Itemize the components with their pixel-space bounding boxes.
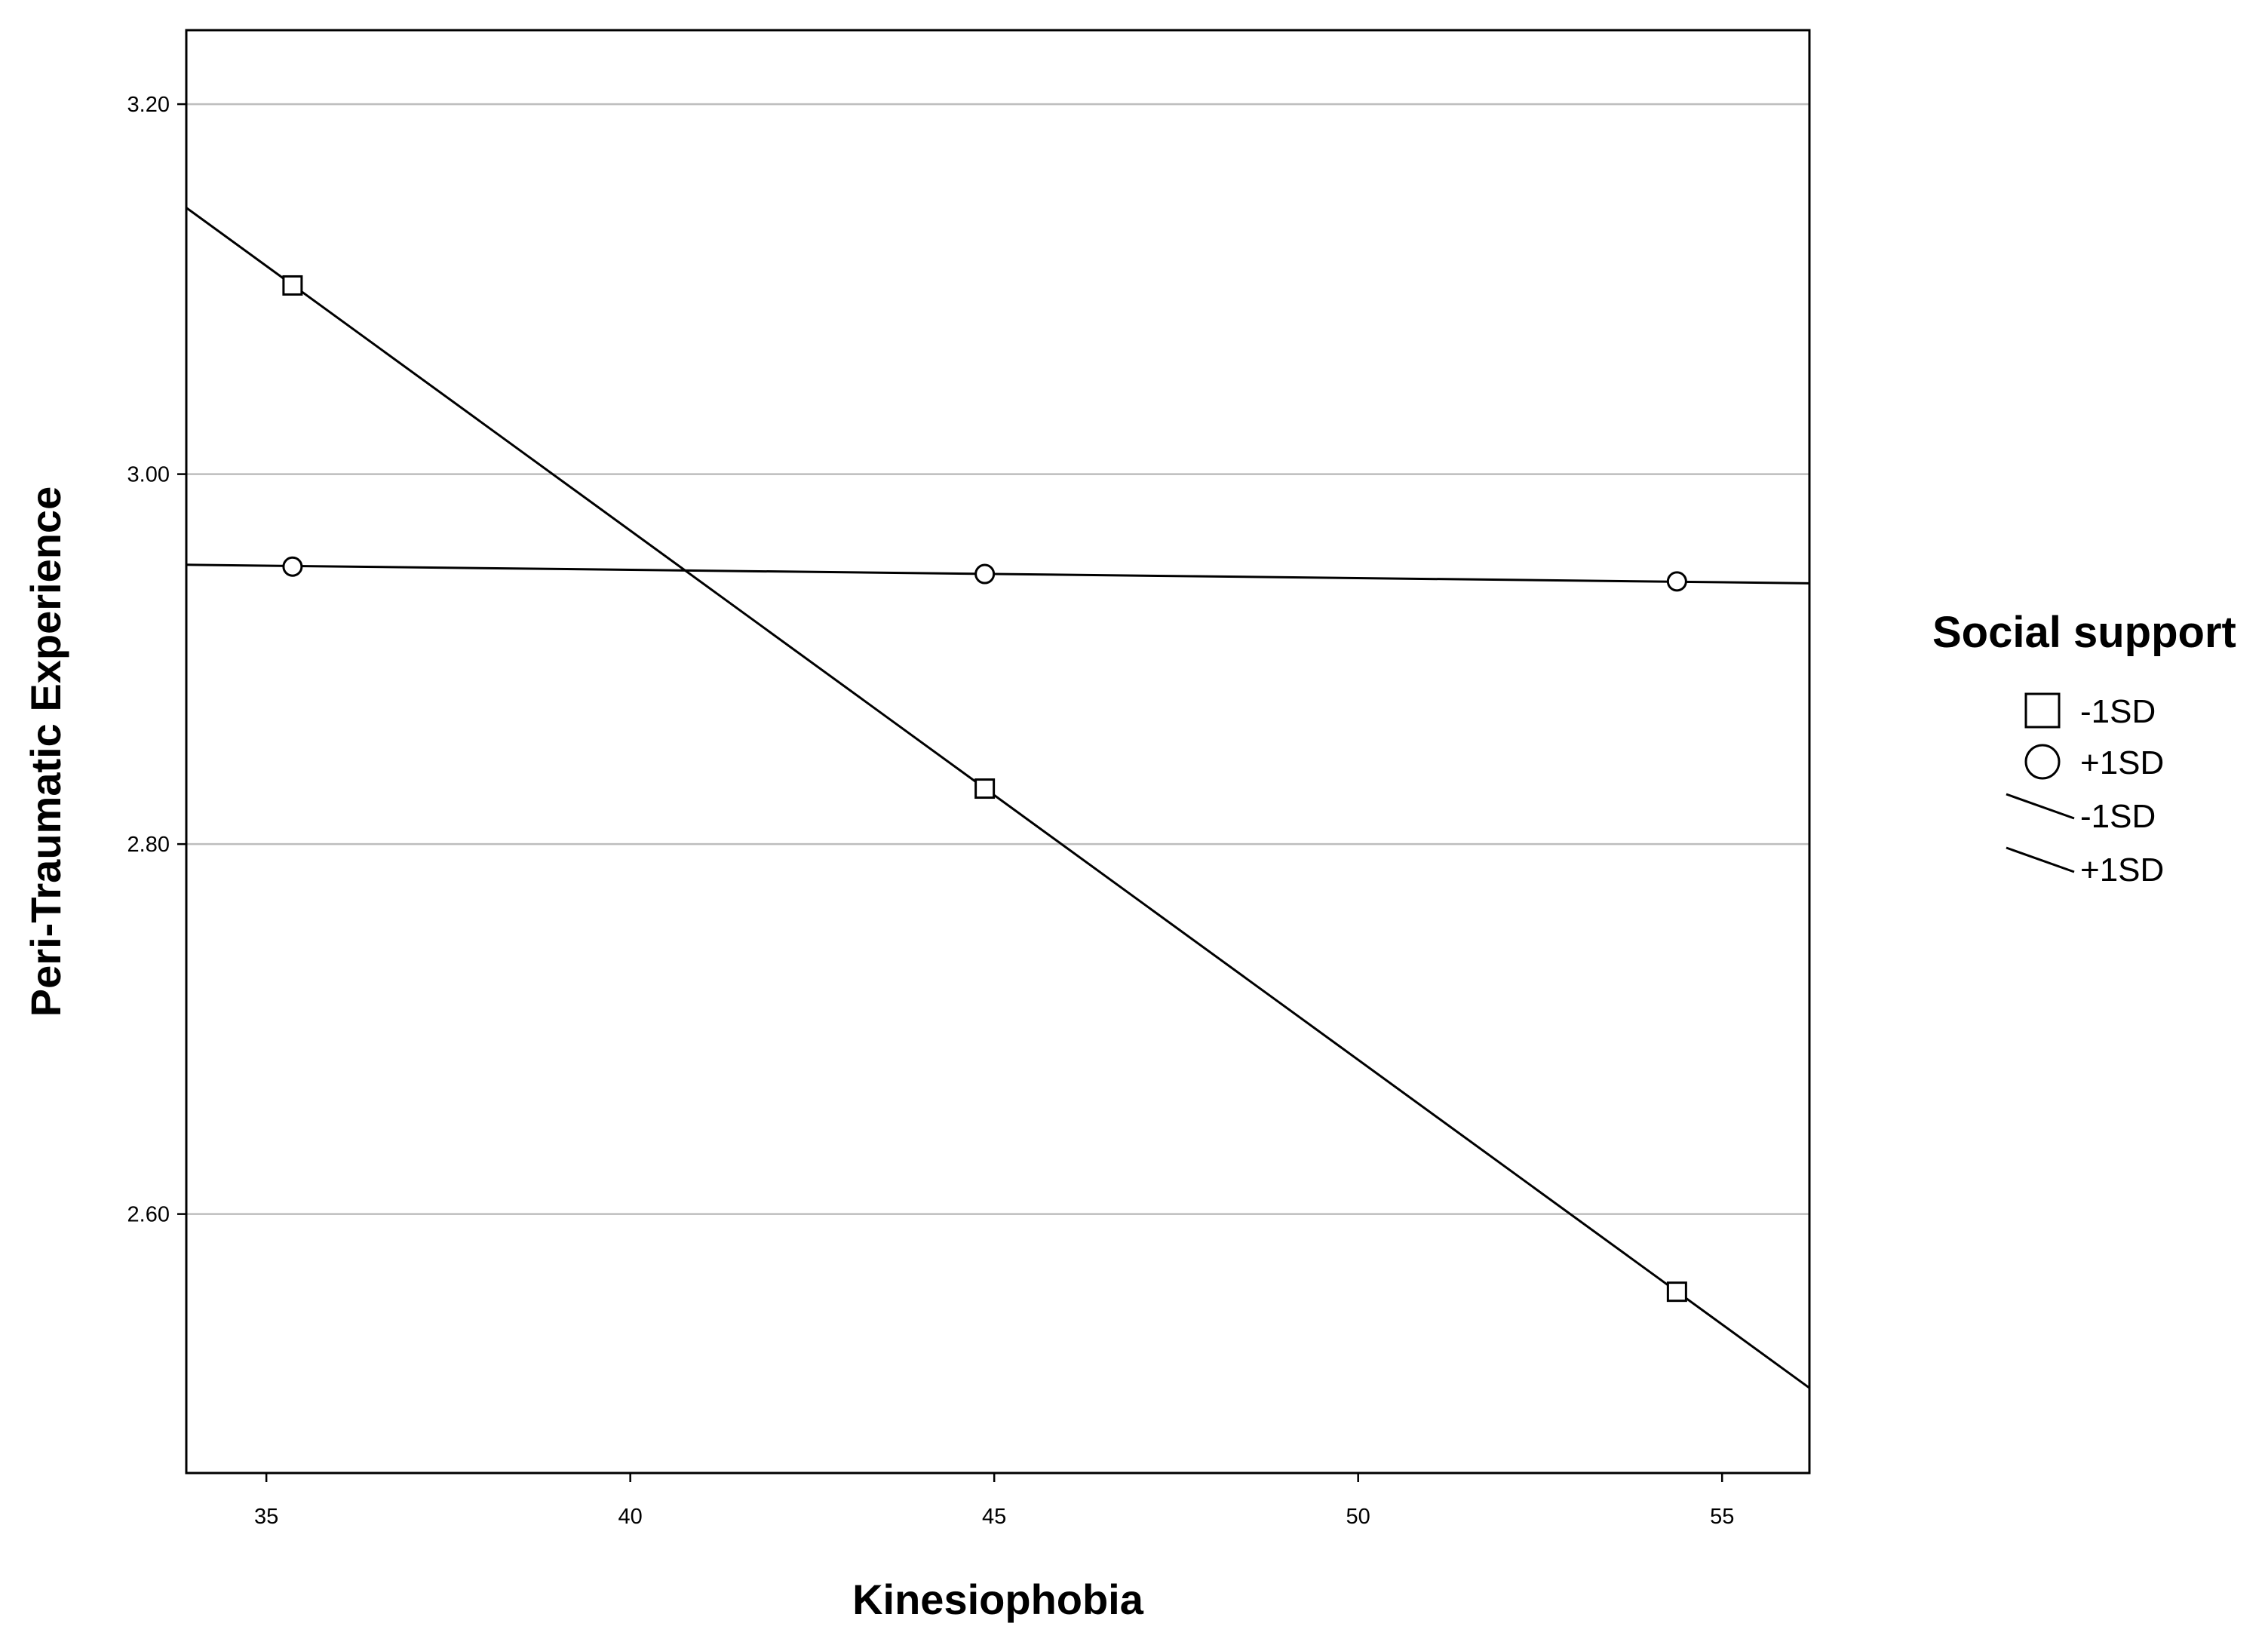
y-axis-title: Peri-Traumatic Experience — [22, 486, 69, 1017]
legend-label: +1SD — [2080, 744, 2164, 781]
square-marker — [2024, 692, 2061, 729]
x-tick-label: 40 — [618, 1505, 643, 1529]
x-tick-label: 50 — [1346, 1505, 1370, 1529]
legend-label: +1SD — [2080, 852, 2164, 888]
y-tick-label: 2.80 — [127, 833, 170, 857]
legend-label: -1SD — [2080, 798, 2156, 835]
legend-label: -1SD — [2080, 693, 2156, 730]
x-tick-label: 45 — [982, 1505, 1006, 1529]
square-marker — [1666, 1281, 1687, 1303]
circle-marker — [974, 563, 996, 585]
x-tick-label: 35 — [254, 1505, 278, 1529]
plot-frame — [185, 29, 1811, 1475]
legend-title: Social support — [1932, 608, 2236, 657]
x-axis-ticks: 35 40 45 50 55 — [254, 1473, 1734, 1529]
fit-line — [186, 207, 1810, 1389]
legend-line-symbol — [2006, 793, 2075, 820]
y-tick-label: 3.00 — [127, 463, 170, 487]
legend-line-symbol — [2006, 846, 2075, 873]
x-axis-title: Kinesiophobia — [852, 1576, 1144, 1623]
legend: Social support -1SD +1SD -1SD +1SD — [1932, 608, 2236, 888]
circle-marker — [282, 556, 303, 577]
y-axis-ticks: 2.60 2.80 3.00 3.20 — [127, 93, 186, 1227]
fit-lines — [186, 207, 1810, 1389]
y-tick-label: 3.20 — [127, 93, 170, 117]
data-markers — [282, 275, 1687, 1303]
circle-marker — [1666, 571, 1687, 592]
gridlines — [186, 103, 1809, 1215]
square-marker — [282, 275, 303, 296]
circle-marker — [2024, 744, 2061, 780]
square-marker — [974, 778, 996, 799]
fit-line — [186, 563, 1810, 585]
x-tick-label: 55 — [1710, 1505, 1734, 1529]
y-tick-label: 2.60 — [127, 1203, 170, 1227]
